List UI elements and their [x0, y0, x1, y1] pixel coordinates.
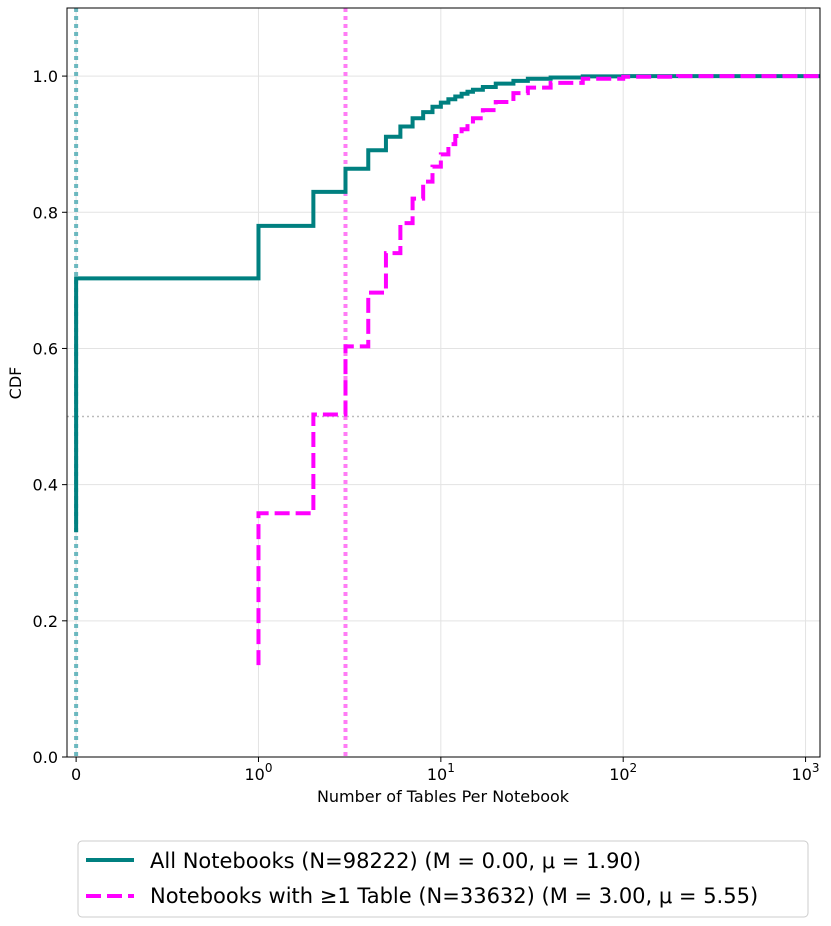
plot-frame: [66, 7, 821, 758]
reference-lines: [67, 8, 820, 757]
series-line-all-notebooks: [74, 74, 820, 533]
legend-frame: [77, 840, 809, 918]
y-axis-label: CDF: [6, 367, 25, 400]
y-tick-label: 1.0: [33, 67, 58, 86]
grid: [67, 8, 820, 758]
y-tick-label: 0.0: [33, 748, 58, 767]
series-lines: [74, 74, 820, 666]
x-tick-label: 0: [71, 765, 81, 784]
x-axis-label: Number of Tables Per Notebook: [317, 787, 570, 806]
y-tick-label: 0.6: [33, 339, 58, 358]
legend-label-all: All Notebooks (N=98222) (M = 0.00, μ = 1…: [150, 849, 641, 873]
axis-ticks: 0.0 0.2 0.4 0.6 0.8 1.0 0 100 101 102 103: [33, 67, 820, 784]
series-line-notebooks-ge1-table: [256, 74, 820, 666]
legend: All Notebooks (N=98222) (M = 0.00, μ = 1…: [77, 840, 809, 918]
x-tick-label: 103: [792, 761, 820, 784]
y-tick-label: 0.8: [33, 203, 58, 222]
x-tick-label: 102: [609, 761, 637, 784]
x-tick-label: 100: [244, 761, 272, 784]
legend-label-ge1: Notebooks with ≥1 Table (N=33632) (M = 3…: [150, 884, 758, 908]
y-tick-label: 0.4: [33, 476, 58, 495]
y-tick-label: 0.2: [33, 612, 58, 631]
x-tick-label: 101: [427, 761, 455, 784]
